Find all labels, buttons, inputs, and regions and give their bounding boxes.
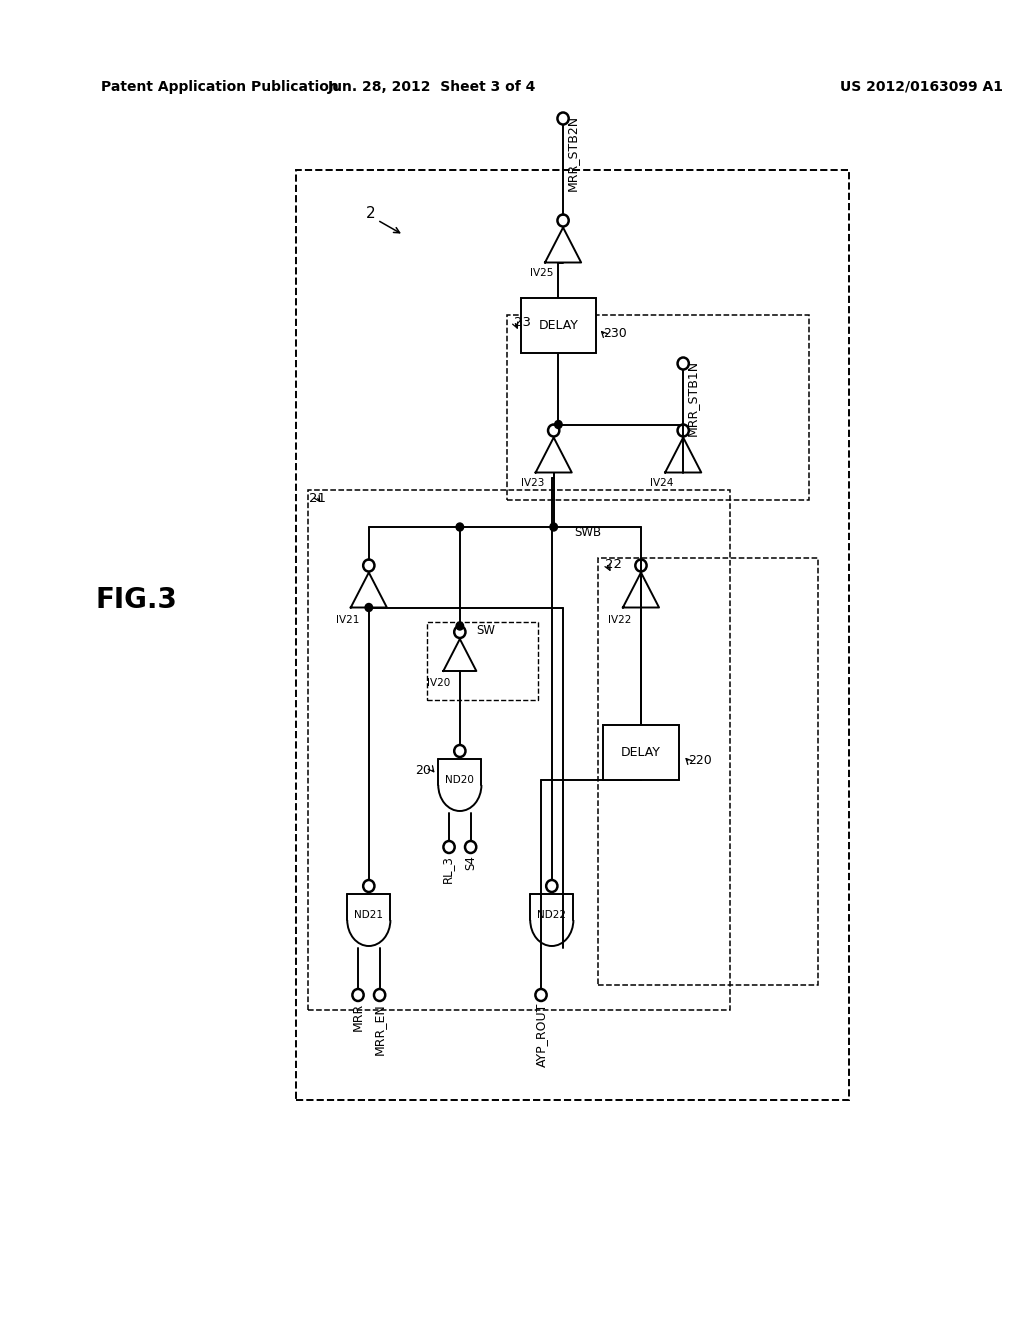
Circle shape xyxy=(456,523,464,531)
Bar xyxy=(598,558,818,985)
Bar xyxy=(507,315,809,500)
Text: 2: 2 xyxy=(366,206,376,220)
Text: S4: S4 xyxy=(464,855,477,870)
Bar xyxy=(603,725,679,780)
Text: ND22: ND22 xyxy=(538,909,566,920)
Text: IV25: IV25 xyxy=(530,268,554,279)
Text: MRR: MRR xyxy=(351,1003,365,1031)
Circle shape xyxy=(550,523,557,531)
Text: MRR_EN: MRR_EN xyxy=(373,1003,386,1055)
Bar xyxy=(521,298,596,352)
Text: FIG.3: FIG.3 xyxy=(95,586,177,614)
Bar xyxy=(308,490,730,1010)
Text: DELAY: DELAY xyxy=(539,319,579,333)
Text: SWB: SWB xyxy=(574,525,601,539)
Text: 21: 21 xyxy=(308,491,326,504)
Text: RL_3: RL_3 xyxy=(440,855,454,883)
Text: AYP_ROUT: AYP_ROUT xyxy=(535,1003,548,1068)
Text: Jun. 28, 2012  Sheet 3 of 4: Jun. 28, 2012 Sheet 3 of 4 xyxy=(328,81,536,94)
Text: 220: 220 xyxy=(688,754,712,767)
Text: 22: 22 xyxy=(605,558,623,572)
Circle shape xyxy=(456,622,464,630)
Text: 20: 20 xyxy=(415,763,431,776)
Text: Patent Application Publication: Patent Application Publication xyxy=(101,81,339,94)
Text: SW: SW xyxy=(477,624,496,638)
Text: DELAY: DELAY xyxy=(621,746,660,759)
Text: IV22: IV22 xyxy=(608,615,632,624)
Text: 230: 230 xyxy=(603,327,627,341)
Circle shape xyxy=(366,603,373,611)
Text: IV23: IV23 xyxy=(521,478,544,488)
Text: IV20: IV20 xyxy=(427,678,451,688)
Text: ND21: ND21 xyxy=(354,909,383,920)
Text: US 2012/0163099 A1: US 2012/0163099 A1 xyxy=(840,81,1002,94)
Bar xyxy=(427,622,538,700)
Circle shape xyxy=(555,421,562,429)
Text: 23: 23 xyxy=(514,317,531,330)
Text: MRR_STB2N: MRR_STB2N xyxy=(566,115,579,190)
Bar xyxy=(296,170,849,1100)
Text: ND20: ND20 xyxy=(445,775,474,785)
Text: IV21: IV21 xyxy=(336,615,359,624)
Text: MRR_STB1N: MRR_STB1N xyxy=(686,359,699,436)
Text: IV24: IV24 xyxy=(650,478,674,488)
